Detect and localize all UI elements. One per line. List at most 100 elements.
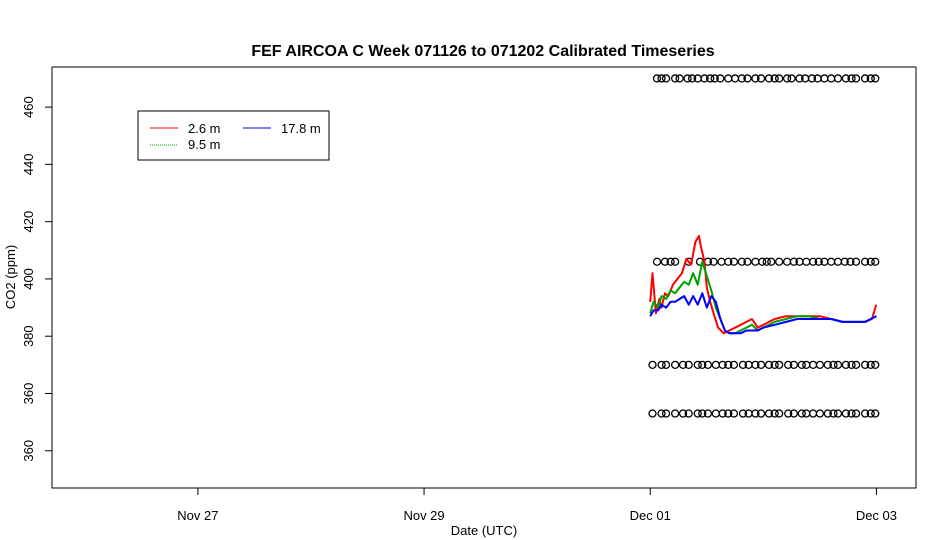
calibration-point [743,74,752,83]
calibration-point [866,360,875,370]
y-tick-label: 460 [21,96,36,118]
calibration-point [860,360,870,370]
calibration-point [706,74,715,83]
calibration-point [648,409,657,418]
calibration-point [789,257,799,266]
calibration-point [797,409,806,418]
calibration-point [756,409,766,418]
calibration-point [657,409,666,418]
calibration-point [724,74,733,83]
calibration-point [775,74,784,83]
calibration-point [724,409,733,418]
calibration-point [657,74,666,83]
calibration-point [661,74,671,83]
y-tick-label: 400 [21,268,36,290]
calibration-point [711,360,720,370]
calibration-point [693,360,702,370]
calibration-point [687,74,697,83]
calibration-point [670,74,680,83]
calibration-point [871,360,880,370]
calibration-point [678,360,688,370]
calibration-point [718,409,727,418]
calibration-point [751,74,760,83]
calibration-point [751,360,760,370]
legend: 2.6 m 9.5 m 17.8 m [137,110,330,161]
y-tick-label: 440 [21,154,36,176]
calibration-point [684,360,693,370]
calibration-point [683,74,692,83]
calibration-point [833,409,843,418]
y-tick-label: 380 [21,325,36,347]
calibration-point [756,74,766,83]
calibration-point [827,74,836,83]
x-tick-label: Nov 27 [177,508,218,523]
calibration-point [693,409,702,418]
calibration-point [770,360,779,370]
calibration-point [660,257,670,266]
series-line [649,235,878,335]
calibration-point [648,360,657,370]
calibration-point [670,360,680,370]
calibration-point [737,257,746,266]
chart-title: FEF AIRCOA C Week 071126 to 071202 Calib… [251,43,714,60]
calibration-point [703,360,713,370]
calibration-point [829,409,838,418]
calibration-point [652,257,662,266]
calibration-point [841,74,851,83]
calibration-point [678,409,688,418]
calibration-point [841,360,851,370]
calibration-point [808,409,818,418]
calibration-point [724,360,733,370]
calibration-point [795,74,804,83]
calibration-point [808,257,818,266]
calibration-point [762,257,771,266]
calibration-point [670,409,680,418]
calibration-point [847,409,856,418]
calibration-point [661,360,671,370]
calibration-point [860,74,870,83]
calibration-point [700,74,709,83]
y-tick-label: 420 [21,211,36,233]
calibration-point [847,360,856,370]
calibration-point [784,360,793,370]
calibration-point [866,257,875,266]
calibration-point [866,74,875,83]
calibration-point [758,257,767,266]
calibration-point [703,409,713,418]
calibration-point [770,409,779,418]
calibration-markers [648,74,880,418]
calibration-point [698,409,707,418]
calibration-point [764,74,774,83]
y-axis: 360 360 380 400 420 440 460 [21,96,52,462]
calibration-point [829,360,838,370]
calibration-point [718,360,727,370]
calibration-point [767,257,776,266]
calibration-point [729,257,739,266]
calibration-point [684,409,693,418]
calibration-point [851,257,861,266]
calibration-point [716,74,725,83]
calibration-point [738,409,748,418]
calibration-point [775,360,784,370]
calibration-point [847,74,856,83]
calibration-point [737,74,746,83]
calibration-point [675,74,684,83]
calibration-point [729,360,739,370]
calibration-point [764,360,774,370]
calibration-point [730,74,740,83]
calibration-point [866,409,875,418]
legend-label-17-8m: 17.8 m [281,121,321,136]
calibration-point [661,409,671,418]
calibration-point [751,257,760,266]
calibration-point [808,360,818,370]
calibration-point [815,409,825,418]
y-tick-label: 360 [21,383,36,405]
y-axis-label: CO2 (ppm) [3,245,18,309]
calibration-point [698,360,707,370]
calibration-point [751,409,760,418]
x-axis: Nov 27 Nov 29 Dec 01 Dec 03 [177,488,897,523]
calibration-point [833,257,843,266]
x-axis-label: Date (UTC) [451,523,517,538]
calibration-point [851,409,861,418]
calibration-point [833,360,843,370]
